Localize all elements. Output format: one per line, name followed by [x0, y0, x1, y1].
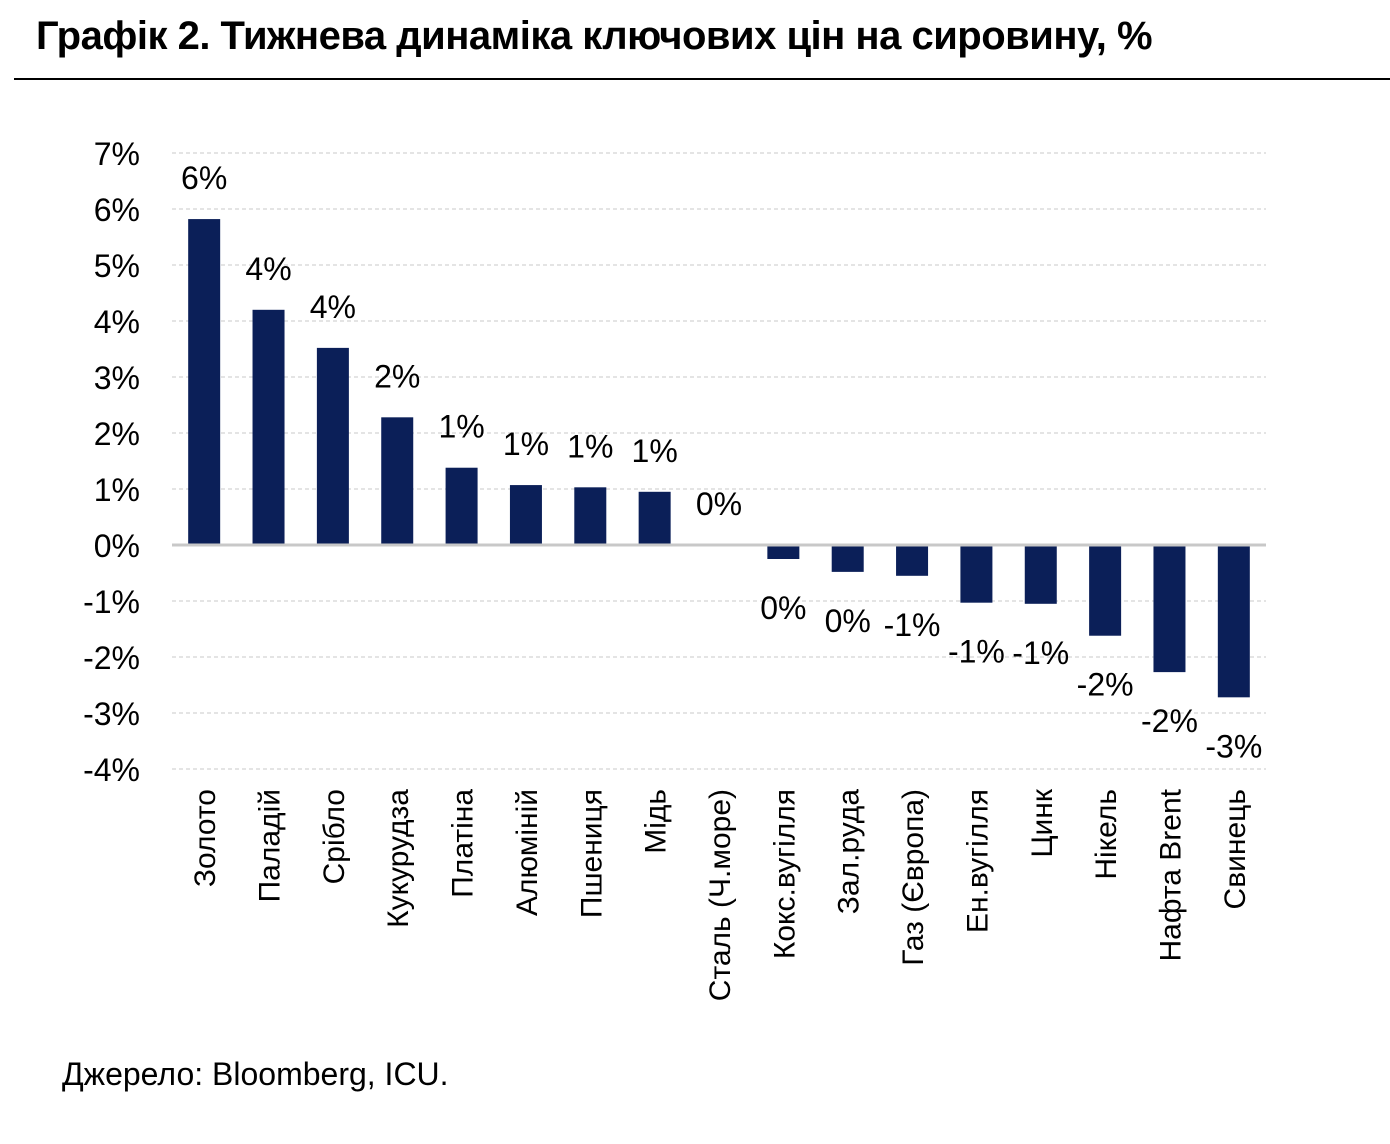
bar [316, 347, 349, 545]
bar [831, 545, 864, 572]
data-label: 4% [245, 251, 291, 287]
x-tick-label: Цинк [1026, 788, 1059, 858]
data-label: -2% [1141, 703, 1198, 739]
bar [960, 545, 993, 603]
y-tick-label: -4% [83, 752, 140, 788]
data-label: 1% [503, 426, 549, 462]
x-tick-label: Золото [189, 789, 222, 887]
data-label: 0% [825, 603, 871, 639]
x-tick-label: Кукурудза [382, 789, 415, 928]
bar [638, 491, 671, 545]
bar [1217, 545, 1250, 698]
bar [381, 417, 414, 545]
y-tick-label: 5% [94, 248, 140, 284]
y-tick-label: 7% [94, 136, 140, 172]
y-tick-label: 1% [94, 472, 140, 508]
bar [445, 467, 478, 545]
bar [1024, 545, 1057, 604]
x-tick-label: Паладій [254, 789, 287, 902]
data-label: -1% [884, 607, 941, 643]
x-tick-label: Нафта Brent [1154, 788, 1187, 961]
data-label: 6% [181, 160, 227, 196]
x-tick-label: Срібло [318, 789, 351, 884]
data-label: 0% [696, 486, 742, 522]
bar [252, 309, 285, 545]
x-tick-label: Платіна [447, 789, 480, 898]
x-tick-label: Свинець [1219, 789, 1252, 909]
x-tick-label: Нікель [1090, 789, 1123, 880]
data-label: -1% [1012, 635, 1069, 671]
y-tick-label: 2% [94, 416, 140, 452]
bar [509, 485, 542, 545]
x-tick-label: Алюміній [511, 789, 544, 916]
bar [574, 487, 607, 545]
y-tick-label: -2% [83, 640, 140, 676]
y-tick-label: 0% [94, 528, 140, 564]
data-label: 0% [760, 590, 806, 626]
source-note: Джерело: Bloomberg, ICU. [62, 1056, 449, 1092]
data-label: 2% [374, 358, 420, 394]
y-tick-label: 4% [94, 304, 140, 340]
bar [767, 545, 800, 559]
x-tick-label: Зал.руда [833, 789, 866, 915]
data-label: -2% [1077, 667, 1134, 703]
title-divider [14, 78, 1390, 80]
bar [896, 545, 929, 576]
y-tick-label: 3% [94, 360, 140, 396]
x-tick-label: Газ (Європа) [897, 789, 930, 966]
x-tick-label: Ен.вугілля [961, 789, 994, 933]
data-label: 1% [567, 428, 613, 464]
chart-title: Графік 2. Тижнева динаміка ключових цін … [36, 14, 1153, 58]
data-label: -1% [948, 634, 1005, 670]
bar [1153, 545, 1186, 673]
data-label: -3% [1205, 728, 1262, 764]
x-tick-label: Мідь [640, 789, 673, 854]
bar [1089, 545, 1122, 636]
y-tick-label: -1% [83, 584, 140, 620]
y-tick-label: -3% [83, 696, 140, 732]
y-tick-label: 6% [94, 192, 140, 228]
bar-chart: 7%6%5%4%3%2%1%0%-1%-2%-3%-4%6%Золото4%Па… [83, 136, 1266, 1001]
data-label: 1% [438, 409, 484, 445]
x-tick-label: Сталь (Ч.море) [704, 789, 737, 1001]
x-tick-label: Кокс.вугілля [768, 789, 801, 959]
bar [188, 219, 221, 545]
data-label: 4% [310, 289, 356, 325]
data-label: 1% [632, 433, 678, 469]
x-tick-label: Пшениця [575, 789, 608, 918]
